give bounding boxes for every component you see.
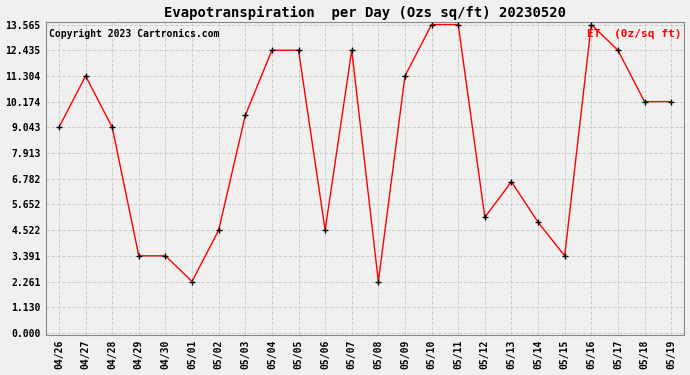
Text: Copyright 2023 Cartronics.com: Copyright 2023 Cartronics.com — [49, 28, 219, 39]
Title: Evapotranspiration  per Day (Ozs sq/ft) 20230520: Evapotranspiration per Day (Ozs sq/ft) 2… — [164, 6, 566, 20]
Text: ET  (0z/sq ft): ET (0z/sq ft) — [586, 28, 681, 39]
